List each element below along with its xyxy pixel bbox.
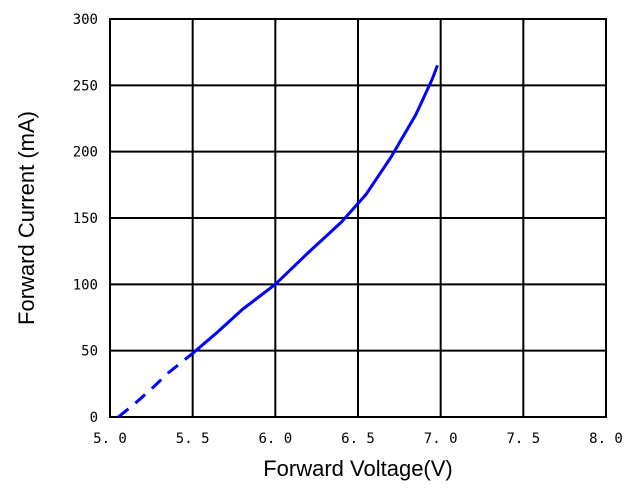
y-tick-label: 200	[73, 145, 98, 161]
x-tick-label: 5. 0	[93, 431, 127, 447]
x-tick-label: 6. 5	[341, 431, 375, 447]
y-tick-label: 0	[90, 410, 98, 426]
y-tick-label: 150	[73, 211, 98, 227]
x-tick-label: 8. 0	[589, 431, 623, 447]
grid	[109, 18, 607, 418]
x-tick-labels: 5. 0 5. 5 6. 0 6. 5 7. 0 7. 5 8. 0	[93, 431, 623, 447]
y-tick-label: 300	[73, 12, 98, 28]
x-tick-label: 5. 5	[176, 431, 210, 447]
x-axis-title: Forward Voltage(V)	[263, 456, 453, 481]
x-tick-label: 7. 5	[506, 431, 540, 447]
y-tick-label: 100	[73, 277, 98, 293]
series-line-dashed	[117, 352, 194, 419]
series-lines	[117, 64, 439, 419]
y-tick-label: 250	[73, 78, 98, 94]
y-axis-title: Forward Current (mA)	[14, 111, 39, 325]
series-line-solid	[191, 64, 439, 355]
y-tick-labels: 0 50 100 150 200 250 300	[73, 12, 98, 426]
x-tick-label: 7. 0	[424, 431, 458, 447]
x-tick-label: 6. 0	[258, 431, 292, 447]
y-tick-label: 50	[81, 344, 98, 360]
